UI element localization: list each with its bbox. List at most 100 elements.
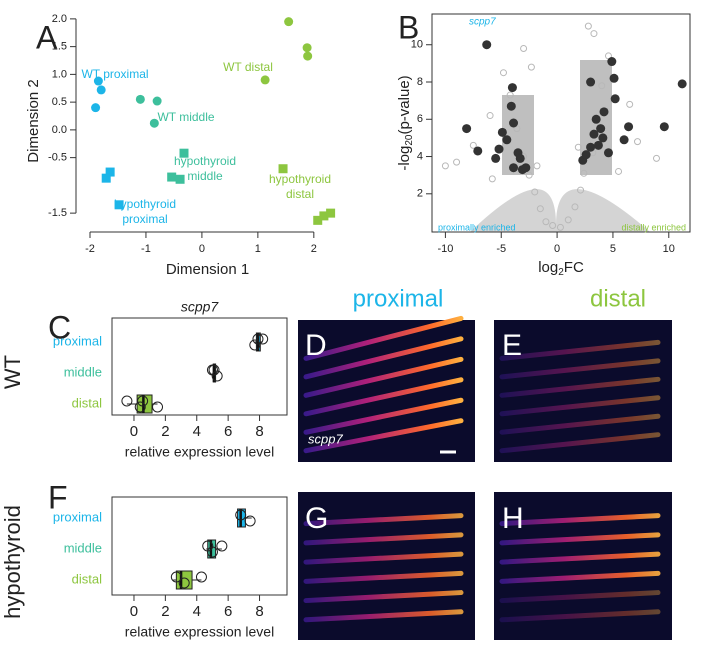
point [497,127,507,137]
point [520,44,528,52]
y-tick-label: 2.0 [52,13,67,25]
image-label: scpp7 [308,431,343,446]
x-tick-label: 5 [610,243,616,255]
chart-title: scpp7 [181,299,220,315]
shade-left [502,95,534,175]
point [502,135,512,145]
point [167,172,177,182]
y-tick-label: 8 [417,76,423,88]
category-label: middle [64,364,102,379]
label-part: -log [396,146,413,171]
x-tick-label: 2 [161,603,169,620]
point [586,142,596,152]
label-line: middle [187,169,223,183]
point [509,163,519,173]
point [175,174,185,184]
x-axis-label: relative expression level [125,444,274,460]
point [486,112,494,120]
point [525,171,533,179]
point [507,83,517,93]
label-line: hypothyroid [269,172,331,186]
streak [303,377,464,417]
x-tick-label: 4 [193,423,201,440]
point [590,30,598,38]
y-tick-label: -0.5 [48,152,67,164]
streak [499,532,661,546]
streak [303,418,464,454]
label-line: proximal [122,212,167,226]
point [302,43,312,53]
streak [303,551,464,565]
point [326,208,336,218]
streak [499,376,661,398]
point [589,129,599,139]
point [178,577,190,589]
panel-letter: H [502,502,524,535]
point [469,141,477,149]
point [101,173,111,183]
label-part: (p-value) [396,75,413,134]
streak [303,532,464,546]
point [252,333,264,345]
point [137,395,149,407]
point [580,169,588,177]
series-label: WT distal [223,60,273,74]
point [609,73,619,83]
streak [303,356,464,398]
y-tick-label: 4 [417,150,423,162]
point [549,221,557,229]
y-tick-label: 0.0 [52,124,67,136]
point [284,17,294,27]
x-tick-label: 2 [161,423,169,440]
point [626,100,634,108]
panel-letter: D [305,329,327,362]
gene-cloud [470,189,650,232]
streak [303,609,464,623]
series-label: WT middle [157,110,214,124]
streak [499,358,661,380]
streak [303,513,464,527]
row-label: WT [0,355,25,389]
point [152,96,162,106]
x-tick-label: 6 [224,603,232,620]
streak [303,336,464,380]
y-tick-label: 10 [411,39,423,51]
point [114,200,124,210]
y-axis-label: -log20(p-value) [396,75,415,170]
point [603,148,613,158]
point [596,124,606,134]
label-part: FC [564,259,584,276]
point [491,153,501,163]
point [581,150,591,160]
point [134,401,146,413]
streak [303,315,464,361]
streak [499,513,661,527]
point [482,40,492,50]
point [195,571,207,583]
point [488,175,496,183]
point [598,133,608,143]
x-axis-label: relative expression level [125,624,274,640]
panel-letter: F [48,479,68,515]
annotation: distally enriched [621,222,686,232]
annotation: scpp7 [469,17,496,28]
point [652,154,660,162]
point [527,63,535,71]
x-tick-label: 8 [255,423,263,440]
streak [499,413,661,435]
streak [499,590,661,604]
point [473,146,483,156]
plot-frame [431,13,691,233]
panel-letter: C [48,309,71,345]
point [494,144,504,154]
point [509,118,519,128]
label-line: distal [286,187,314,201]
point [564,216,572,224]
point [577,186,585,194]
point [105,167,115,177]
panel-letter: E [502,329,522,362]
point [634,138,642,146]
point [121,395,133,407]
x-tick-label: 6 [224,423,232,440]
point [591,114,601,124]
